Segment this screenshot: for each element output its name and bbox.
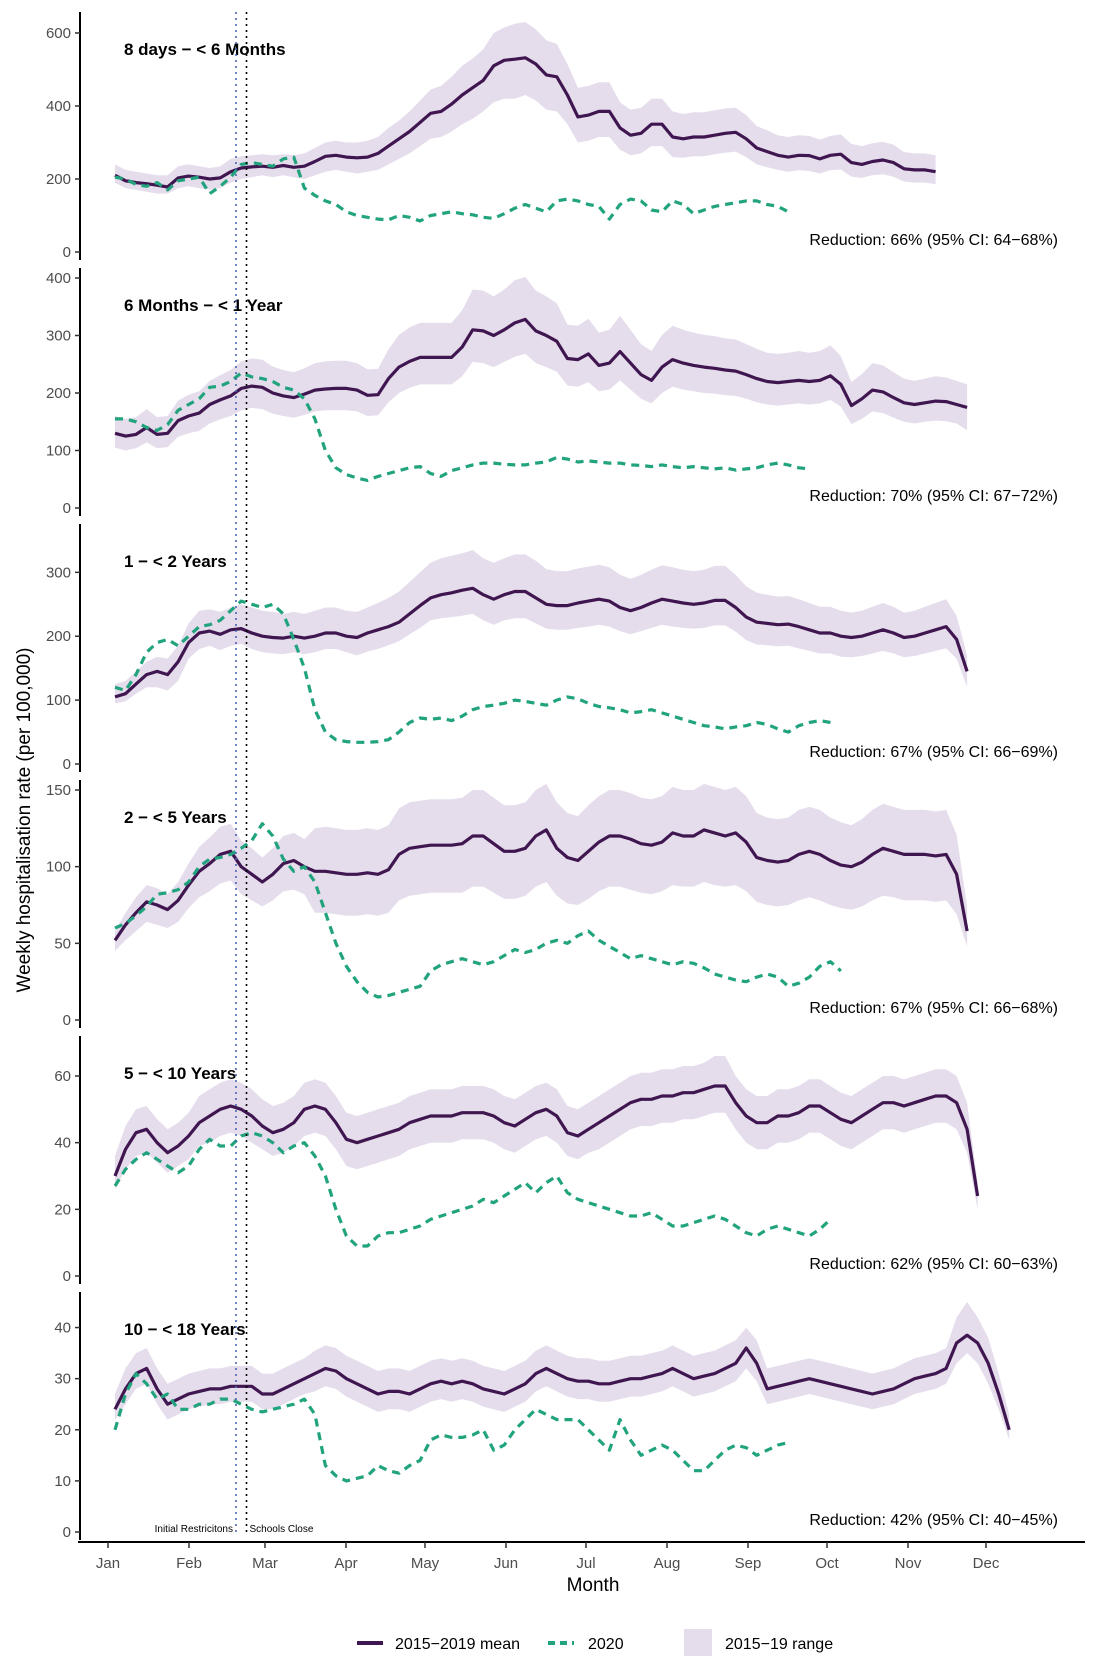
restrictions-label: Initial Restricitons bbox=[155, 1524, 233, 1535]
panel-title: 2 − < 5 Years bbox=[124, 808, 227, 827]
line-2020 bbox=[113, 1372, 789, 1483]
y-tick-label: 20 bbox=[54, 1201, 71, 1218]
y-tick-label: 200 bbox=[46, 385, 71, 402]
line-2020 bbox=[115, 371, 810, 482]
mean-line bbox=[114, 586, 969, 699]
line-2020 bbox=[114, 155, 790, 223]
panel-5: 0 20 40 60 5 − < 10 Years Reduction: 62% (95%… bbox=[54, 1036, 1058, 1285]
range-ribbon bbox=[115, 783, 968, 951]
y-axis-title: Weekly hospitalisation rate (per 100,000… bbox=[14, 647, 35, 992]
reduction-label: Reduction: 62% (95% CI: 60−63%) bbox=[809, 1256, 1058, 1273]
panel-title: 10 − < 18 Years bbox=[124, 1320, 246, 1339]
y-tick-label: 30 bbox=[54, 1371, 71, 1388]
x-tick-label: May bbox=[411, 1555, 440, 1572]
y-tick-label: 0 bbox=[63, 1012, 71, 1029]
reduction-label: Reduction: 70% (95% CI: 67−72%) bbox=[809, 488, 1058, 505]
y-tick-label: 0 bbox=[63, 1268, 71, 1285]
mean-line bbox=[114, 56, 936, 189]
x-tick-label: Feb bbox=[176, 1555, 202, 1572]
y-tick-label: 0 bbox=[63, 756, 71, 773]
range-ribbon bbox=[115, 1056, 978, 1210]
mean-line bbox=[113, 1333, 1011, 1431]
x-axis-title: Month bbox=[567, 1575, 620, 1596]
x-tick-label: Oct bbox=[815, 1555, 839, 1572]
y-tick-label: 200 bbox=[46, 171, 71, 188]
panel-1: 0 200 400 600 8 days − < 6 Months Reduction: … bbox=[46, 12, 1058, 261]
reduction-label: Reduction: 67% (95% CI: 66−68%) bbox=[809, 1000, 1058, 1017]
y-tick-label: 300 bbox=[46, 328, 71, 345]
range-ribbon bbox=[115, 550, 968, 704]
legend-range-label: 2015−19 range bbox=[725, 1636, 833, 1653]
y-tick-label: 50 bbox=[54, 935, 71, 952]
legend-range-swatch bbox=[684, 1629, 712, 1656]
x-axis: Jan Feb Mar Apr May Jun Jul Aug Sep Oct Nov Dec bbox=[78, 1541, 1085, 1572]
y-tick-label: 600 bbox=[46, 25, 71, 42]
y-tick-label: 400 bbox=[46, 98, 71, 115]
line-2020 bbox=[114, 822, 842, 999]
range-ribbon bbox=[115, 22, 936, 194]
legend-mean-label: 2015−2019 mean bbox=[395, 1636, 520, 1653]
mean-line bbox=[113, 828, 969, 942]
event-lines: Initial Restricitons Schools Close bbox=[155, 12, 314, 1535]
y-tick-label: 200 bbox=[46, 628, 71, 645]
x-tick-label: Dec bbox=[973, 1555, 1000, 1572]
x-tick-label: Aug bbox=[654, 1555, 681, 1572]
panel-4: 0 50 100 150 2 − < 5 Years Reduction: 67% (95… bbox=[46, 780, 1058, 1029]
panel-6: 0 10 20 30 40 10 − < 18 Years Reduction: 42% (… bbox=[54, 1292, 1058, 1541]
panel-title: 8 days − < 6 Months bbox=[124, 40, 286, 59]
line-2020 bbox=[114, 599, 831, 744]
y-tick-label: 100 bbox=[46, 692, 71, 709]
y-tick-label: 100 bbox=[46, 859, 71, 876]
x-tick-label: Sep bbox=[735, 1555, 762, 1572]
legend-2020-label: 2020 bbox=[588, 1636, 624, 1653]
y-tick-label: 100 bbox=[46, 443, 71, 460]
y-tick-label: 40 bbox=[54, 1320, 71, 1337]
reduction-label: Reduction: 66% (95% CI: 64−68%) bbox=[809, 232, 1058, 249]
panel-title: 6 Months − < 1 Year bbox=[124, 296, 283, 315]
line-2020 bbox=[113, 1131, 832, 1248]
y-tick-label: 300 bbox=[46, 564, 71, 581]
y-tick-label: 400 bbox=[46, 270, 71, 287]
panel-title: 1 − < 2 Years bbox=[124, 552, 227, 571]
x-tick-label: Mar bbox=[252, 1555, 278, 1572]
y-tick-label: 20 bbox=[54, 1422, 71, 1439]
y-tick-label: 60 bbox=[54, 1068, 71, 1085]
x-tick-label: Apr bbox=[334, 1555, 357, 1572]
panel-3: 0 100 200 300 1 − < 2 Years Reduction: 67% (9… bbox=[46, 524, 1058, 773]
y-tick-label: 0 bbox=[63, 500, 71, 517]
x-tick-label: Jan bbox=[96, 1555, 120, 1572]
panel-2: 0 100 200 300 400 6 Months − < 1 Year Reductio… bbox=[46, 268, 1058, 517]
y-tick-label: 0 bbox=[63, 244, 71, 261]
x-tick-label: Nov bbox=[895, 1555, 922, 1572]
legend: 2015−2019 mean 2020 2015−19 range bbox=[357, 1629, 833, 1656]
x-tick-label: Jul bbox=[576, 1555, 595, 1572]
y-tick-label: 10 bbox=[54, 1473, 71, 1490]
panel-title: 5 − < 10 Years bbox=[124, 1064, 236, 1083]
y-tick-label: 40 bbox=[54, 1135, 71, 1152]
reduction-label: Reduction: 42% (95% CI: 40−45%) bbox=[809, 1512, 1058, 1529]
x-tick-label: Jun bbox=[494, 1555, 518, 1572]
range-ribbon bbox=[115, 276, 968, 451]
schools-close-label: Schools Close bbox=[250, 1524, 314, 1535]
reduction-label: Reduction: 67% (95% CI: 66−69%) bbox=[809, 744, 1058, 761]
y-tick-label: 150 bbox=[46, 782, 71, 799]
y-tick-label: 0 bbox=[63, 1524, 71, 1541]
mean-line bbox=[114, 317, 968, 438]
range-ribbon bbox=[115, 1302, 1010, 1440]
mean-line bbox=[113, 1084, 980, 1197]
